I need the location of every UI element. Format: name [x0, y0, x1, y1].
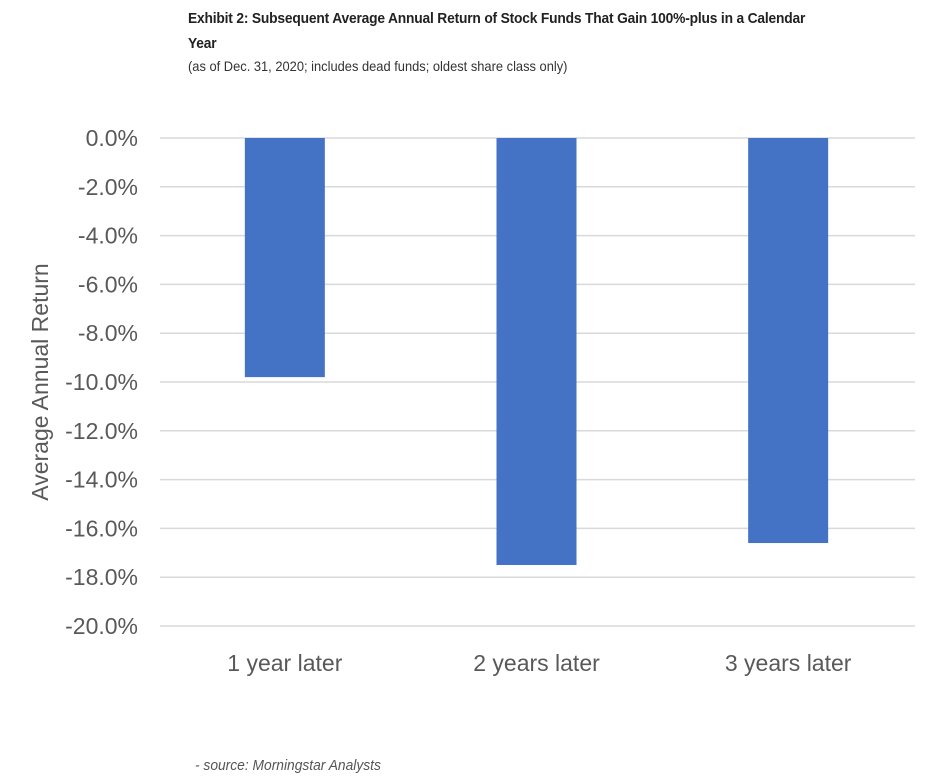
- y-tick-label: 0.0%: [86, 125, 138, 151]
- bar-2: [496, 138, 577, 565]
- y-axis-title: Average Annual Return: [27, 263, 53, 500]
- y-axis-ticks: 0.0% -2.0% -4.0% -6.0% -8.0% -10.0% -12.0% -14.…: [65, 125, 138, 639]
- y-tick-label: -2.0%: [78, 174, 138, 200]
- y-tick-label: -12.0%: [65, 418, 138, 444]
- bars: [244, 138, 829, 565]
- y-tick-label: -6.0%: [78, 271, 138, 297]
- y-tick-label: -8.0%: [78, 320, 138, 346]
- y-tick-label: -18.0%: [65, 564, 138, 590]
- bar-3: [748, 138, 829, 544]
- x-axis-categories: 1 year later 2 years later 3 years later: [227, 650, 851, 676]
- source-note: - source: Morningstar Analysts: [195, 757, 381, 774]
- x-category-label: 1 year later: [227, 650, 342, 676]
- x-category-label: 3 years later: [725, 650, 852, 676]
- y-tick-label: -10.0%: [65, 369, 138, 395]
- y-tick-label: -4.0%: [78, 223, 138, 249]
- bar-1: [244, 138, 325, 378]
- y-tick-label: -14.0%: [65, 467, 138, 493]
- chart-subtitle: (as of Dec. 31, 2020; includes dead fund…: [188, 58, 568, 74]
- chart-title: Exhibit 2: Subsequent Average Annual Ret…: [188, 10, 806, 52]
- y-tick-label: -16.0%: [65, 515, 138, 541]
- x-category-label: 2 years later: [473, 650, 600, 676]
- y-tick-label: -20.0%: [65, 613, 138, 639]
